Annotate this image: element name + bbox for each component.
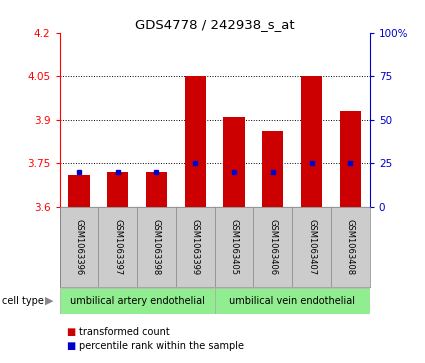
Bar [262, 131, 283, 207]
Bar [340, 111, 361, 207]
Text: GSM1063406: GSM1063406 [268, 219, 277, 275]
Text: ■: ■ [66, 340, 75, 351]
Text: transformed count: transformed count [79, 327, 170, 337]
Bar [215, 288, 370, 314]
Text: GSM1063407: GSM1063407 [307, 219, 316, 275]
Text: umbilical artery endothelial: umbilical artery endothelial [70, 296, 204, 306]
Bar [107, 172, 128, 207]
Bar [224, 117, 245, 207]
Text: ▶: ▶ [45, 296, 53, 306]
Bar [301, 76, 322, 207]
Text: percentile rank within the sample: percentile rank within the sample [79, 340, 244, 351]
Bar [68, 175, 90, 207]
Bar [60, 288, 215, 314]
Title: GDS4778 / 242938_s_at: GDS4778 / 242938_s_at [135, 19, 295, 32]
Bar [184, 76, 206, 207]
Text: GSM1063405: GSM1063405 [230, 219, 238, 275]
Text: GSM1063397: GSM1063397 [113, 219, 122, 275]
Text: cell type: cell type [2, 296, 44, 306]
Bar [146, 172, 167, 207]
Text: GSM1063408: GSM1063408 [346, 219, 355, 275]
Text: ■: ■ [66, 327, 75, 337]
Text: GSM1063396: GSM1063396 [74, 219, 83, 275]
Text: GSM1063399: GSM1063399 [191, 219, 200, 275]
Text: umbilical vein endothelial: umbilical vein endothelial [229, 296, 355, 306]
Text: GSM1063398: GSM1063398 [152, 219, 161, 275]
